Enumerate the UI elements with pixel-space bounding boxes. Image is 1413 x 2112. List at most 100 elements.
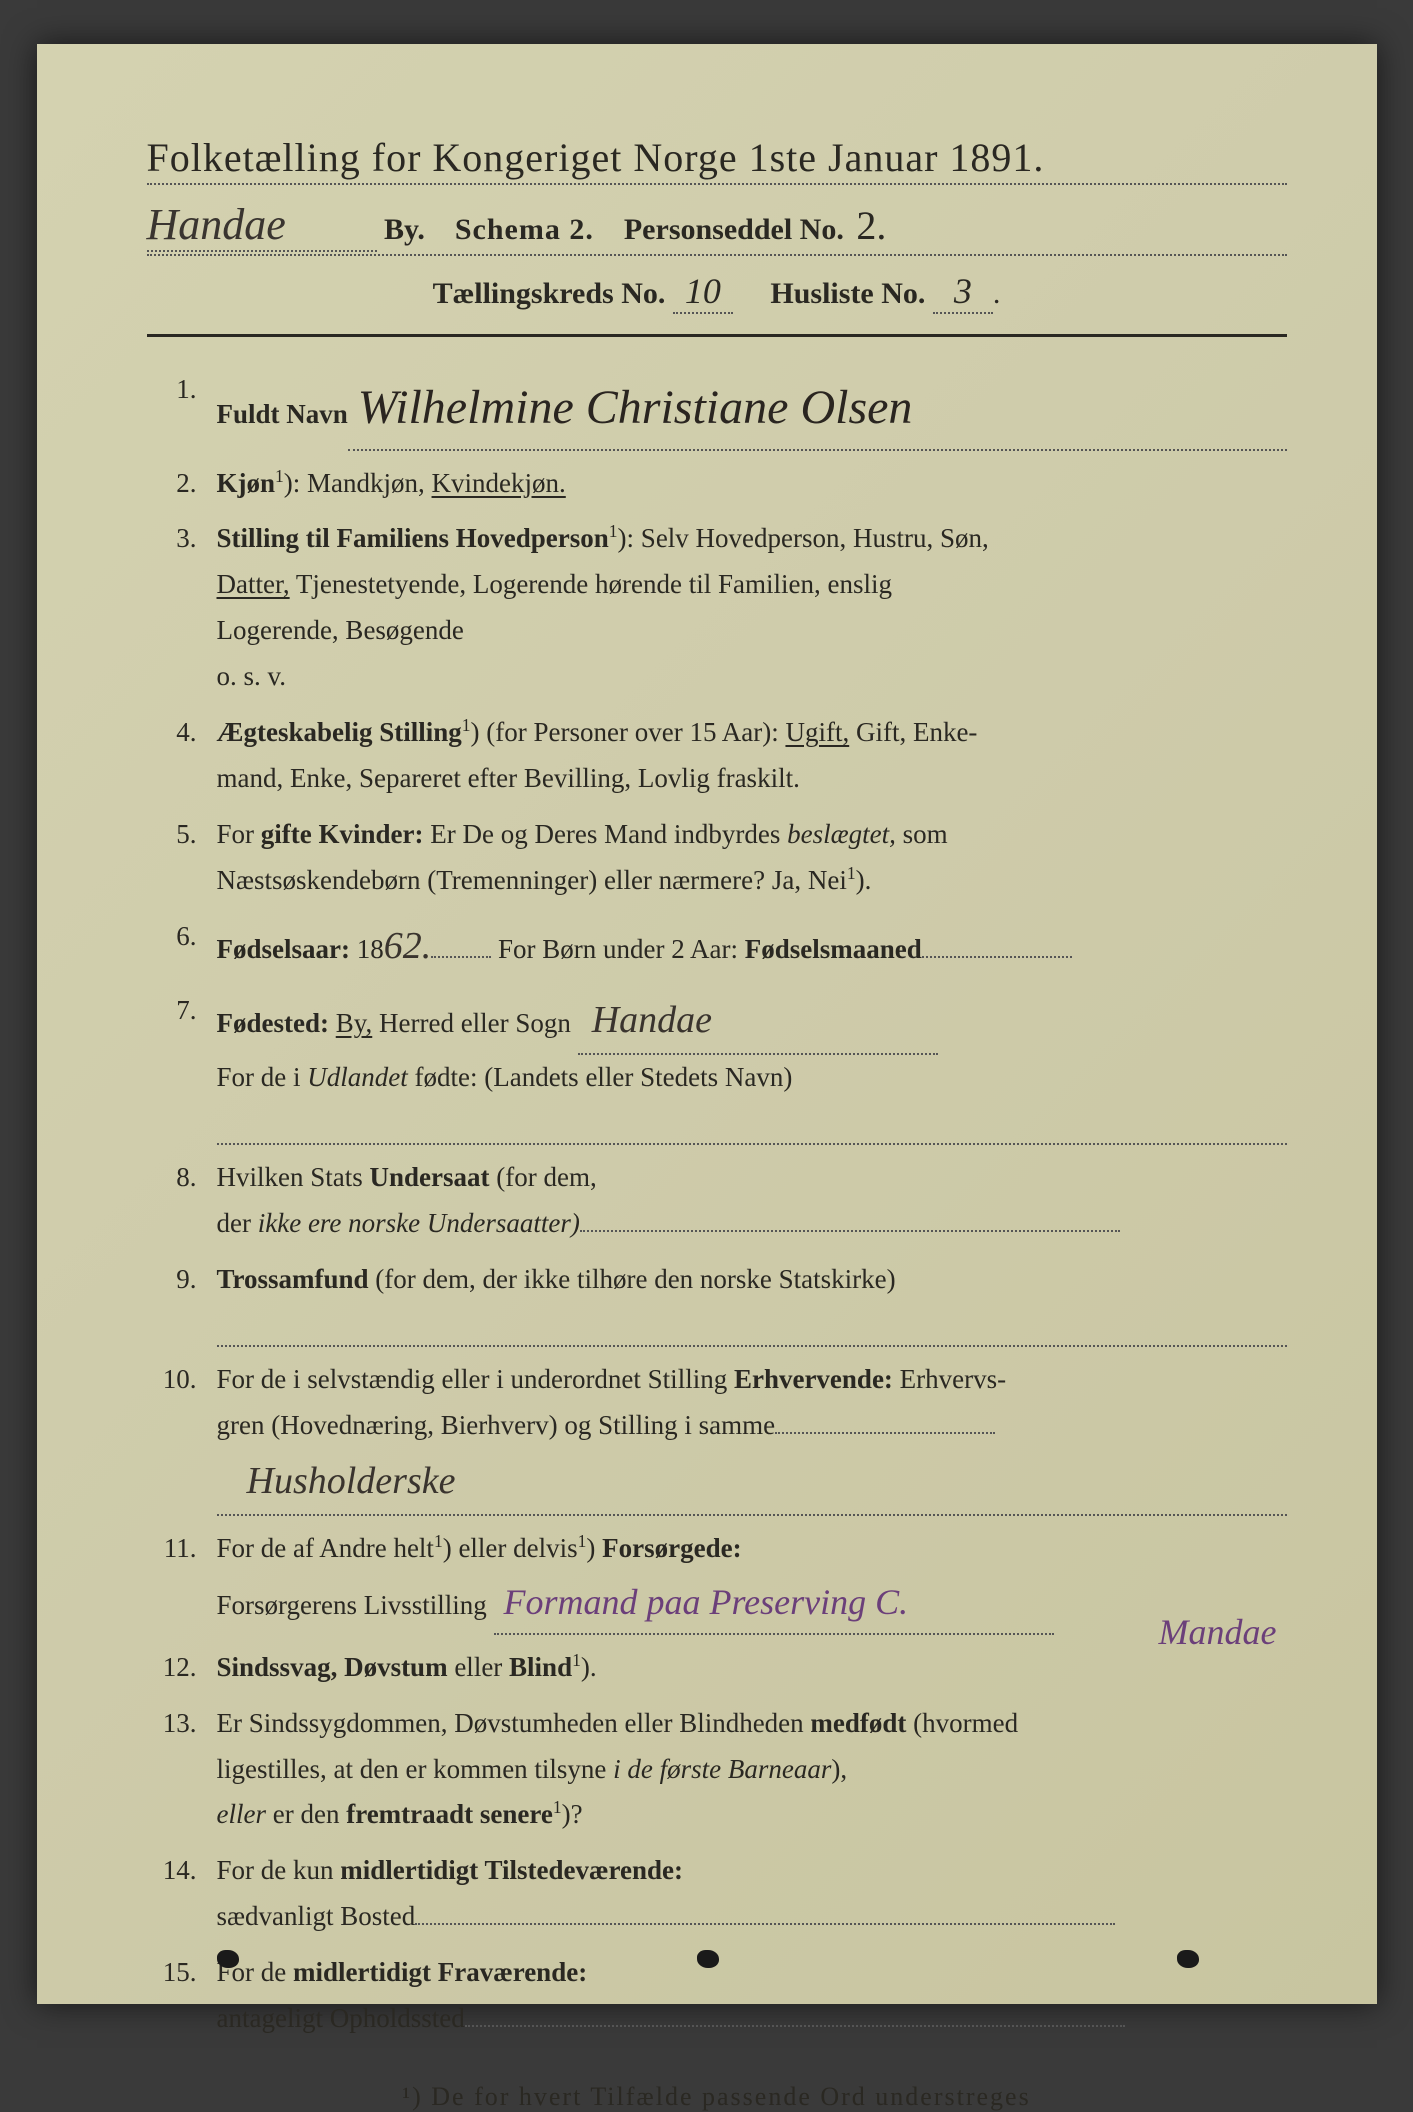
dotted-line [217, 1105, 1287, 1146]
text: (for dem, der ikke tilhøre den norske St… [369, 1264, 896, 1294]
item-11: 11. For de af Andre helt1) eller delvis1… [147, 1526, 1287, 1635]
sup: 1 [609, 521, 618, 541]
label-trossamfund: Trossamfund [217, 1264, 369, 1294]
text-b: Gift, Enke- [849, 717, 977, 747]
italic: Udlandet [307, 1062, 408, 1092]
fodested-value: Handae [578, 988, 938, 1055]
item-8: 8. Hvilken Stats Undersaat (for dem, der… [147, 1155, 1287, 1247]
text-a: Er Sindssygdommen, Døvstumheden eller Bl… [217, 1708, 811, 1738]
text-b: (hvormed [906, 1708, 1018, 1738]
item-number: 4. [147, 710, 217, 802]
label-forsorgede: Forsørgede: [602, 1533, 741, 1563]
item-4: 4. Ægteskabelig Stilling1) (for Personer… [147, 710, 1287, 802]
punch-hole-icon [1177, 1950, 1199, 1968]
form-items: 1. Fuldt Navn Wilhelmine Christiane Olse… [147, 367, 1287, 2042]
item-number: 1. [147, 367, 217, 451]
label-fodselsaar: Fødselsaar: [217, 934, 350, 964]
form-title: Folketælling for Kongeriget Norge 1ste J… [147, 134, 1287, 185]
punch-hole-icon [217, 1950, 239, 1968]
label-medfodt: medfødt [810, 1708, 906, 1738]
sup: 1 [275, 466, 284, 486]
item-number: 12. [147, 1645, 217, 1691]
label-kjon: Kjøn [217, 468, 276, 498]
prefix-18: 18 [350, 934, 384, 964]
label-sindssvag: Sindssvag, Døvstum [217, 1652, 448, 1682]
text-a: For de i selvstændig eller i underordnet… [217, 1364, 734, 1394]
text-a: For de af Andre helt [217, 1533, 434, 1563]
label-tilstede: midlertidigt Tilstedeværende: [340, 1855, 683, 1885]
text-b: ) eller delvis [443, 1533, 578, 1563]
line3b: er den [266, 1799, 346, 1829]
dotted-fill [580, 1230, 1120, 1232]
line2a: ligestilles, at den er kommen tilsyne [217, 1754, 614, 1784]
header-divider-icon [147, 334, 1287, 337]
item-14: 14. For de kun midlertidigt Tilstedevære… [147, 1848, 1287, 1940]
item-number: 11. [147, 1526, 217, 1635]
label-aegteskab: Ægteskabelig Stilling [217, 717, 462, 747]
item-5: 5. For gifte Kvinder: Er De og Deres Man… [147, 812, 1287, 904]
label-gifte: gifte Kvinder: [261, 819, 424, 849]
item-number: 8. [147, 1155, 217, 1247]
erhverv-line2: gren (Hovednæring, Bierhverv) og Stillin… [217, 1410, 776, 1440]
kreds-line: Tællingskreds No. 10 Husliste No. 3. [147, 270, 1287, 314]
text-a: For [217, 819, 261, 849]
item-number: 6. [147, 914, 217, 979]
end: ). [856, 865, 872, 895]
text-c: som [896, 819, 948, 849]
item-10: 10. For de i selvstændig eller i underor… [147, 1357, 1287, 1515]
tilstede-line2: sædvanligt Bosted [217, 1901, 416, 1931]
text-a: (for Personer over 15 Aar): [480, 717, 786, 747]
sup: 1 [847, 863, 856, 883]
dotted-fill [431, 956, 491, 958]
text-a: Hvilken Stats [217, 1162, 370, 1192]
text-b: (for dem, [490, 1162, 597, 1192]
line2a: For de i [217, 1062, 308, 1092]
erhverv-value: Husholderske [217, 1449, 1287, 1516]
stilling-line3: Logerende, Besøgende [217, 615, 464, 645]
item-number: 13. [147, 1701, 217, 1839]
line2b: fødte: (Landets eller Stedets Navn) [408, 1062, 793, 1092]
taellingskreds-no: 10 [673, 270, 733, 314]
item-2: 2. Kjøn1): Mandkjøn, Kvindekjøn. [147, 461, 1287, 507]
italic: beslægtet, [787, 819, 896, 849]
item-number: 10. [147, 1357, 217, 1515]
text-c: ) [586, 1533, 602, 1563]
item-number: 5. [147, 812, 217, 904]
label-blind: Blind [509, 1652, 572, 1682]
item-13: 13. Er Sindssygdommen, Døvstumheden elle… [147, 1701, 1287, 1839]
label-fuldt-navn: Fuldt Navn [217, 392, 348, 438]
dotted-fill [775, 1432, 995, 1434]
item-7: 7. Fødested: By, Herred eller Sogn Handa… [147, 988, 1287, 1145]
sup: 1 [462, 715, 471, 735]
schema-line: Handae By. Schema 2. Personseddel No. 2. [147, 199, 1287, 256]
line2b: ), [831, 1754, 847, 1784]
by-label: By. [384, 213, 425, 246]
item-12: 12. Sindssvag, Døvstum eller Blind1). [147, 1645, 1287, 1691]
aegteskab-line2: mand, Enke, Separeret efter Bevilling, L… [217, 763, 800, 793]
stilling-selected: Datter, [217, 569, 290, 599]
end: ). [581, 1652, 597, 1682]
husliste-label: Husliste No. [770, 277, 925, 310]
kjon-selected: Kvindekjøn. [432, 468, 566, 498]
sup: 1 [553, 1797, 562, 1817]
sup: 1 [572, 1650, 581, 1670]
text-a: eller [448, 1652, 509, 1682]
year-hw: 62. [384, 925, 432, 967]
forsorg-line2: Forsørgerens Livsstilling [217, 1590, 487, 1620]
schema-label: Schema 2. [455, 213, 594, 246]
dotted-fill [465, 2025, 1125, 2027]
text-b: Erhvervs- [893, 1364, 1006, 1394]
text-a: For de kun [217, 1855, 341, 1885]
item-number: 2. [147, 461, 217, 507]
stilling-line2: Tjenestetyende, Logerende hørende til Fa… [290, 569, 892, 599]
label-fodested: Fødested: [217, 1008, 329, 1038]
value-name: Wilhelmine Christiane Olsen [348, 367, 1287, 451]
item-3: 3. Stilling til Familiens Hovedperson1):… [147, 516, 1287, 700]
footnote: ¹) De for hvert Tilfælde passende Ord un… [147, 2082, 1287, 2112]
personseddel-label: Personseddel No. [624, 213, 844, 246]
census-form-page: Folketælling for Kongeriget Norge 1ste J… [37, 44, 1377, 2004]
line3a: eller [217, 1799, 266, 1829]
kjon-options: Mandkjøn, [307, 468, 432, 498]
label-fremtraadt: fremtraadt senere [346, 1799, 553, 1829]
sup1: 1 [434, 1531, 443, 1551]
